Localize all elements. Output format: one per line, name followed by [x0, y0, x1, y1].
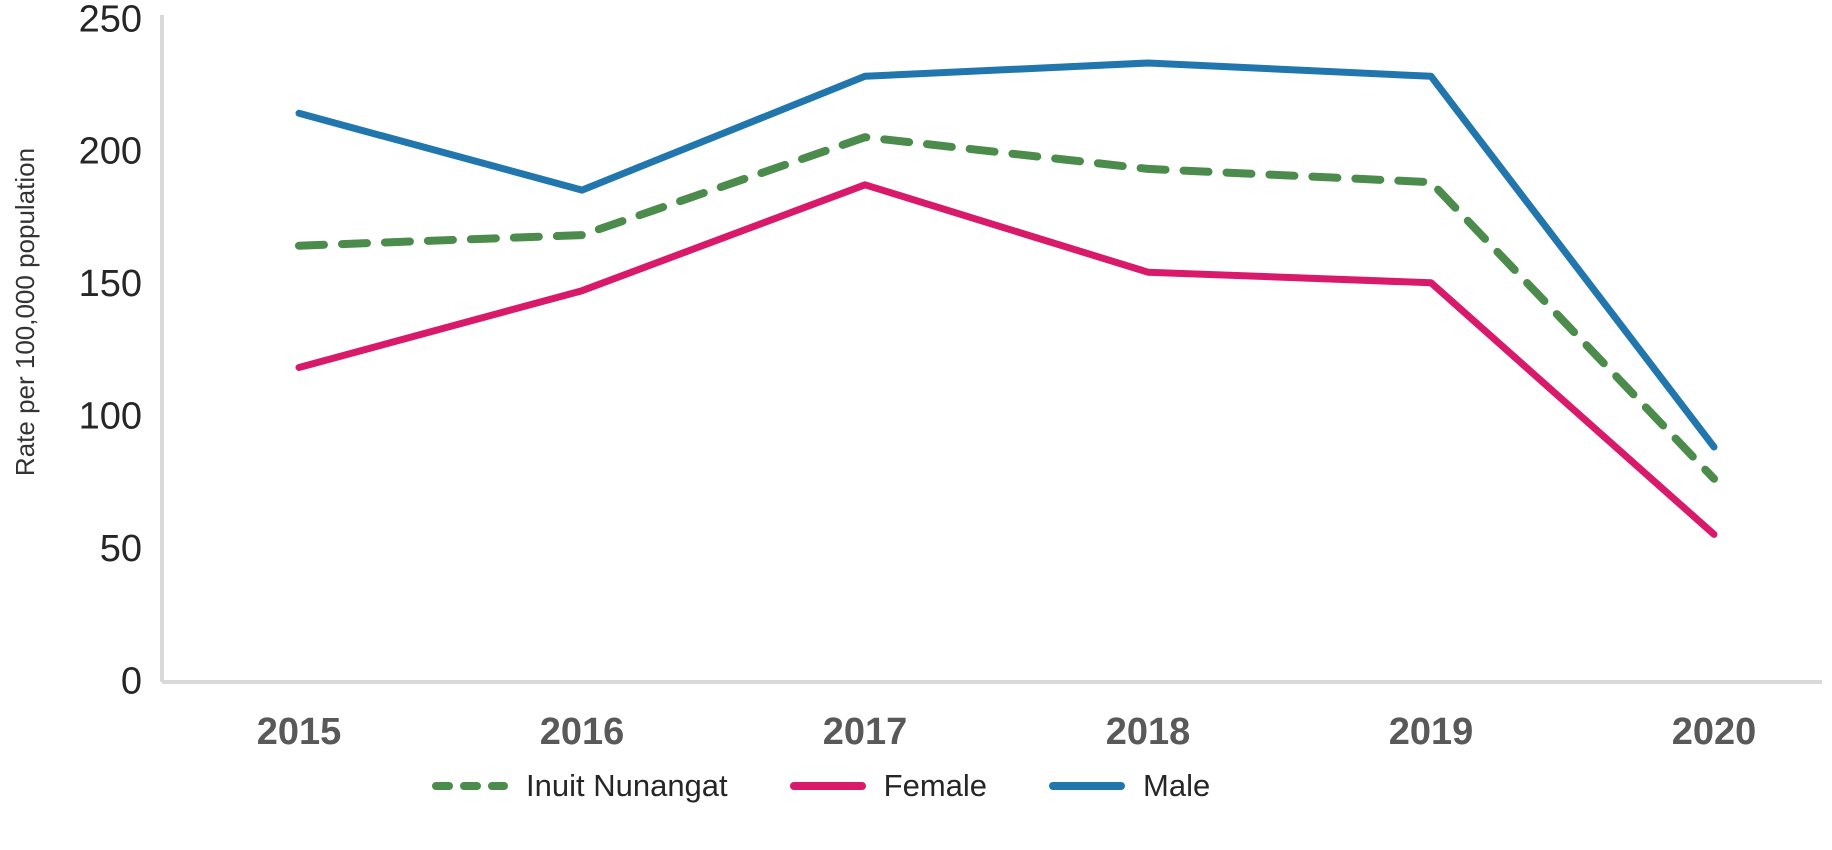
- male-line: [295, 59, 1718, 451]
- legend-item-female: Female: [786, 768, 987, 804]
- axes: [160, 15, 1822, 684]
- female-legend-swatch: [789, 782, 866, 790]
- legend-item-male: Male: [1045, 768, 1210, 804]
- y-axis-title: Rate per 100,000 population: [10, 148, 40, 476]
- inuit-nunangat-legend-swatch: [432, 782, 508, 790]
- x-tick-label: 2017: [823, 711, 908, 753]
- y-tick-label: 200: [79, 131, 142, 173]
- legend-label-male: Male: [1143, 768, 1211, 803]
- x-tick-label: 2016: [540, 711, 625, 753]
- x-axis-tick-labels: 2015 2016 2017 2018 2019 2020: [257, 711, 1757, 753]
- y-tick-label: 150: [79, 263, 142, 305]
- y-tick-label: 0: [121, 660, 142, 702]
- male-legend-swatch: [1049, 782, 1126, 790]
- y-tick-label: 250: [79, 0, 142, 40]
- x-tick-label: 2018: [1106, 711, 1191, 753]
- y-tick-label: 50: [100, 528, 142, 570]
- y-tick-label: 100: [79, 396, 142, 438]
- female-line: [295, 181, 1718, 538]
- series-lines: [295, 59, 1718, 538]
- x-tick-label: 2020: [1672, 711, 1757, 753]
- legend-label-inuit-nunangat: Inuit Nunangat: [526, 768, 728, 803]
- legend-item-inuit-nunangat: Inuit Nunangat: [428, 768, 728, 804]
- legend: Inuit Nunangat Female Male: [428, 768, 1210, 804]
- y-axis-tick-labels: 0 50 100 150 200 250: [79, 0, 142, 702]
- x-tick-label: 2019: [1389, 711, 1474, 753]
- x-tick-label: 2015: [257, 711, 342, 753]
- inuit-nunangat-line: [295, 133, 1718, 483]
- legend-label-female: Female: [883, 768, 988, 803]
